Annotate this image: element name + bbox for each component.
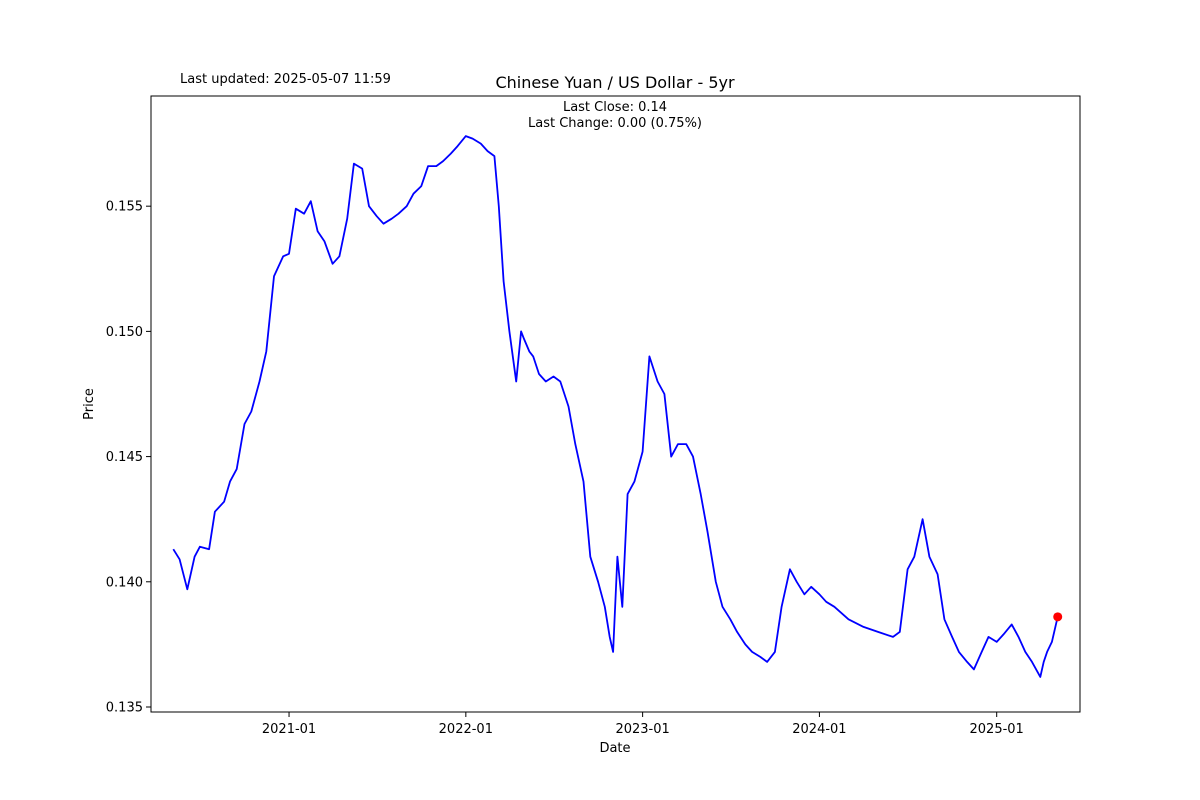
plot-area-frame bbox=[150, 95, 1081, 713]
last-close-marker bbox=[1053, 612, 1063, 622]
price-series-line bbox=[172, 135, 1059, 678]
y-tick-label: 0.155 bbox=[106, 200, 143, 215]
x-tick-label: 2023-01 bbox=[615, 722, 669, 737]
x-axis-label: Date bbox=[599, 741, 630, 756]
y-tick-label: 0.140 bbox=[106, 575, 143, 590]
last-updated-text: Last updated: 2025-05-07 11:59 bbox=[180, 72, 391, 87]
x-tick-label: 2022-01 bbox=[439, 722, 493, 737]
x-tick-label: 2021-01 bbox=[262, 722, 316, 737]
y-tick-label: 0.150 bbox=[106, 325, 143, 340]
x-tick-label: 2025-01 bbox=[970, 722, 1024, 737]
y-axis-label: Price bbox=[82, 388, 97, 420]
x-axis-ticks: 2021-01 2022-01 2023-01 2024-01 2025-01 bbox=[262, 712, 1024, 737]
y-tick-label: 0.135 bbox=[106, 700, 143, 715]
x-tick-label: 2024-01 bbox=[792, 722, 846, 737]
last-close-annotation: Last Close: 0.14 bbox=[563, 100, 667, 115]
last-change-annotation: Last Change: 0.00 (0.75%) bbox=[528, 116, 702, 131]
chart-title: Chinese Yuan / US Dollar - 5yr bbox=[495, 73, 735, 92]
y-axis-ticks: 0.135 0.140 0.145 0.150 0.155 bbox=[106, 200, 151, 715]
y-tick-label: 0.145 bbox=[106, 450, 143, 465]
